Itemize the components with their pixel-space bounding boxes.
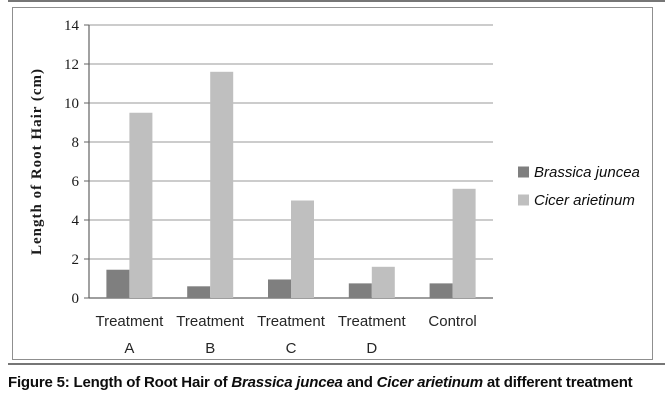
legend-marker [518,166,529,178]
bar [268,279,291,298]
legend-label: Cicer arietinum [534,192,635,209]
bar [210,71,234,298]
y-tick-label: 4 [72,213,80,229]
category-label: Control [428,313,476,330]
caption-species-2: Cicer arietinum [376,374,483,391]
y-tick-label: 2 [72,252,80,268]
document-rule-bottom [8,363,665,365]
y-tick-label: 10 [64,96,79,112]
caption-prefix: Figure 5: Length of Root Hair of [8,374,232,391]
category-label: Treatment C [257,313,326,357]
root-hair-bar-chart: 0 2 4 6 8 10 12 14 Treatment A Treatment B Treatment… [29,18,640,357]
caption-middle: and [342,374,377,391]
y-tick-label: 12 [64,57,79,73]
bar [429,283,453,298]
y-tick-label: 8 [72,135,80,151]
caption-species-1: Brassica juncea [231,374,343,391]
document-rule-top [8,0,665,2]
category-label: Treatment A [95,313,164,357]
caption-suffix: at different treatment [482,374,633,391]
bar [187,286,211,298]
chart-frame: 0 2 4 6 8 10 12 14 Treatment A Treatment B Treatment… [12,7,653,360]
figure-caption: Figure 5: Length of Root Hair of Brassic… [8,374,665,391]
bar [291,200,314,298]
y-tick-label: 0 [72,291,80,307]
legend-label: Brassica juncea [534,164,640,181]
category-label: Treatment B [176,313,245,357]
legend-marker [518,194,529,206]
category-label: Treatment D [338,313,407,357]
y-axis-title: Length of Root Hair (cm) [29,68,45,255]
y-tick-label: 6 [72,174,80,190]
bar [106,269,130,298]
bar [129,112,153,298]
bar [371,266,395,298]
y-tick-label: 14 [64,18,80,34]
bar [452,188,476,298]
bar [348,283,372,298]
